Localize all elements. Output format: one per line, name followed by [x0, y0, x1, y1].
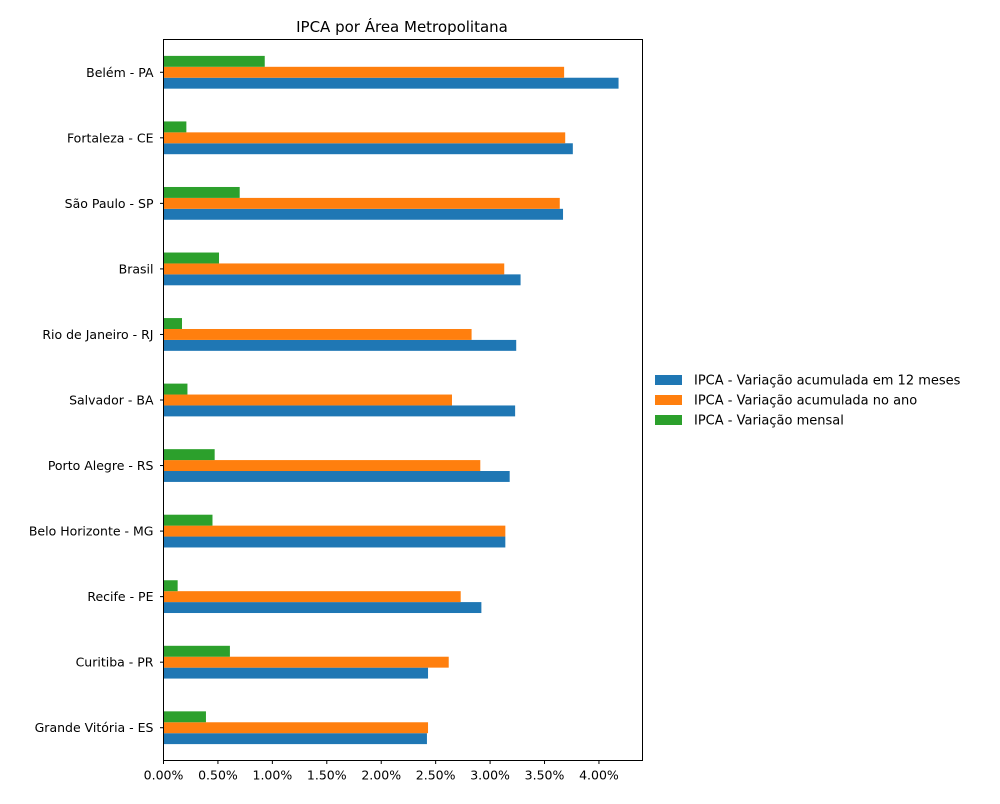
x-tick-label: 3.50% [525, 768, 565, 783]
bar-series-1-category-1 [163, 77, 619, 89]
bar-series-1-category-6 [163, 405, 516, 417]
bar-series-3-category-3 [163, 186, 240, 198]
bar-series-1-category-11 [163, 733, 427, 745]
bar-series-1-category-8 [163, 536, 506, 548]
x-tick-label: 0.00% [144, 768, 184, 783]
legend-swatch-series-3 [655, 415, 682, 425]
bar-series-2-category-4 [163, 263, 505, 275]
bar-series-3-category-6 [163, 383, 188, 395]
x-tick-label: 4.00% [579, 768, 619, 783]
x-tick-label: 2.00% [361, 768, 401, 783]
legend-swatch-series-1 [655, 375, 682, 385]
bar-series-2-category-5 [163, 328, 472, 340]
bar-series-1-category-2 [163, 143, 573, 155]
bar-series-3-category-4 [163, 252, 220, 264]
bars-layer [163, 55, 619, 745]
bar-series-2-category-9 [163, 591, 461, 603]
x-axis: 0.00% 0.50% 1.00% 1.50% 2.00% 2.50% 3.00% 3.50%… [144, 760, 619, 783]
bar-series-3-category-10 [163, 645, 230, 657]
bar-series-1-category-7 [163, 471, 510, 482]
bar-series-1-category-4 [163, 274, 521, 286]
bar-series-2-category-3 [163, 197, 560, 209]
y-tick-label: Fortaleza - CE [67, 130, 154, 145]
x-tick-label: 2.50% [416, 768, 456, 783]
y-tick-label: Salvador - BA [69, 393, 154, 408]
legend-label-series-2: IPCA - Variação acumulada no ano [694, 394, 917, 409]
bar-series-3-category-7 [163, 449, 215, 461]
bar-series-2-category-8 [163, 525, 506, 537]
bar-series-3-category-5 [163, 318, 183, 329]
bar-series-3-category-2 [163, 121, 187, 133]
legend: IPCA - Variação acumulada em 12 meses IPC… [655, 374, 961, 429]
bar-series-2-category-2 [163, 132, 566, 144]
bar-series-3-category-9 [163, 580, 178, 592]
y-tick-label: Belo Horizonte - MG [29, 524, 154, 539]
legend-label-series-1: IPCA - Variação acumulada em 12 meses [694, 374, 961, 389]
legend-label-series-3: IPCA - Variação mensal [694, 414, 844, 429]
x-tick-label: 3.00% [470, 768, 510, 783]
y-axis: Belém - PA Fortaleza - CE São Paulo - SP Br… [29, 65, 164, 735]
legend-swatch-series-2 [655, 395, 682, 405]
y-tick-label: Belém - PA [86, 65, 154, 80]
chart-title: IPCA por Área Metropolitana [296, 17, 508, 36]
bar-series-2-category-1 [163, 66, 565, 78]
x-tick-label: 1.50% [307, 768, 347, 783]
y-tick-label: Curitiba - PR [76, 655, 154, 670]
y-tick-label: São Paulo - SP [65, 196, 154, 211]
bar-series-1-category-9 [163, 602, 482, 614]
bar-series-2-category-6 [163, 394, 452, 406]
y-tick-label: Recife - PE [87, 589, 153, 604]
y-tick-label: Brasil [119, 261, 154, 276]
y-tick-label: Porto Alegre - RS [48, 458, 154, 473]
y-tick-label: Rio de Janeiro - RJ [42, 327, 153, 342]
bar-series-2-category-10 [163, 656, 449, 668]
x-tick-label: 1.00% [253, 768, 293, 783]
bar-series-1-category-10 [163, 667, 429, 679]
bar-series-3-category-11 [163, 711, 206, 723]
bar-series-3-category-1 [163, 55, 265, 67]
bar-series-3-category-8 [163, 514, 213, 526]
bar-series-1-category-5 [163, 339, 517, 351]
bar-series-2-category-7 [163, 460, 481, 472]
x-tick-label: 0.50% [198, 768, 238, 783]
bar-series-2-category-11 [163, 722, 429, 734]
y-tick-label: Grande Vitória - ES [35, 720, 154, 735]
bar-series-1-category-3 [163, 208, 564, 220]
